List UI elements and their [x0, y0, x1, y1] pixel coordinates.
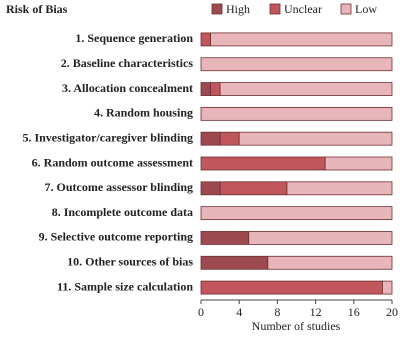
y-tick-label: 2. Baseline characteristics [61, 56, 194, 70]
bar-segment [248, 231, 393, 245]
legend-label: Unclear [284, 2, 322, 16]
x-tick-label: 20 [386, 305, 398, 319]
x-tick-label: 8 [274, 305, 280, 319]
bar-segment [200, 231, 250, 245]
y-tick-label: 8. Incomplete outcome data [52, 205, 193, 219]
bar-segment [200, 32, 211, 47]
x-tick-label: 4 [236, 305, 242, 319]
bar-segment [238, 131, 393, 146]
bar-segment [200, 255, 269, 270]
legend-label: High [226, 2, 250, 16]
bar-segment [219, 82, 393, 96]
bar-segment [267, 255, 393, 270]
y-tick-label: 4. Random housing [94, 106, 193, 120]
x-tick-label: 12 [310, 305, 322, 319]
y-tick-label: 6. Random outcome assessment [32, 155, 193, 169]
bar-segment [210, 82, 221, 96]
bar-segment [200, 206, 393, 221]
y-tick-label: 1. Sequence generation [75, 31, 193, 45]
bar-segment [200, 280, 383, 295]
bar-segment [200, 156, 326, 171]
bar-segment [200, 106, 393, 121]
legend-swatch [340, 3, 352, 15]
y-tick-label: 7. Outcome assessor blinding [45, 180, 193, 194]
legend-swatch [269, 3, 281, 15]
y-tick-label: 3. Allocation concealment [62, 81, 193, 95]
chart-title: Risk of Bias [6, 2, 68, 16]
bar-segment [200, 57, 393, 72]
bar-segment [210, 32, 393, 47]
bar-segment [219, 131, 240, 146]
bar-segment [219, 181, 288, 196]
bar-segment [200, 131, 221, 146]
legend-swatch [211, 3, 223, 15]
bar-segment [286, 181, 393, 196]
bar-segment [324, 156, 393, 171]
y-tick-label: 10. Other sources of bias [67, 255, 193, 269]
legend-label: Low [355, 2, 377, 16]
x-tick-label: 0 [198, 305, 204, 319]
x-axis-label: Number of studies [252, 319, 341, 333]
x-tick-label: 16 [348, 305, 360, 319]
y-tick-label: 5. Investigator/caregiver blinding [22, 130, 193, 144]
bar-segment [200, 181, 221, 196]
bar-segment [382, 280, 393, 295]
y-tick-label: 9. Selective outcome reporting [39, 230, 193, 244]
bar-segment [200, 82, 211, 96]
y-tick-label: 11. Sample size calculation [57, 279, 193, 293]
